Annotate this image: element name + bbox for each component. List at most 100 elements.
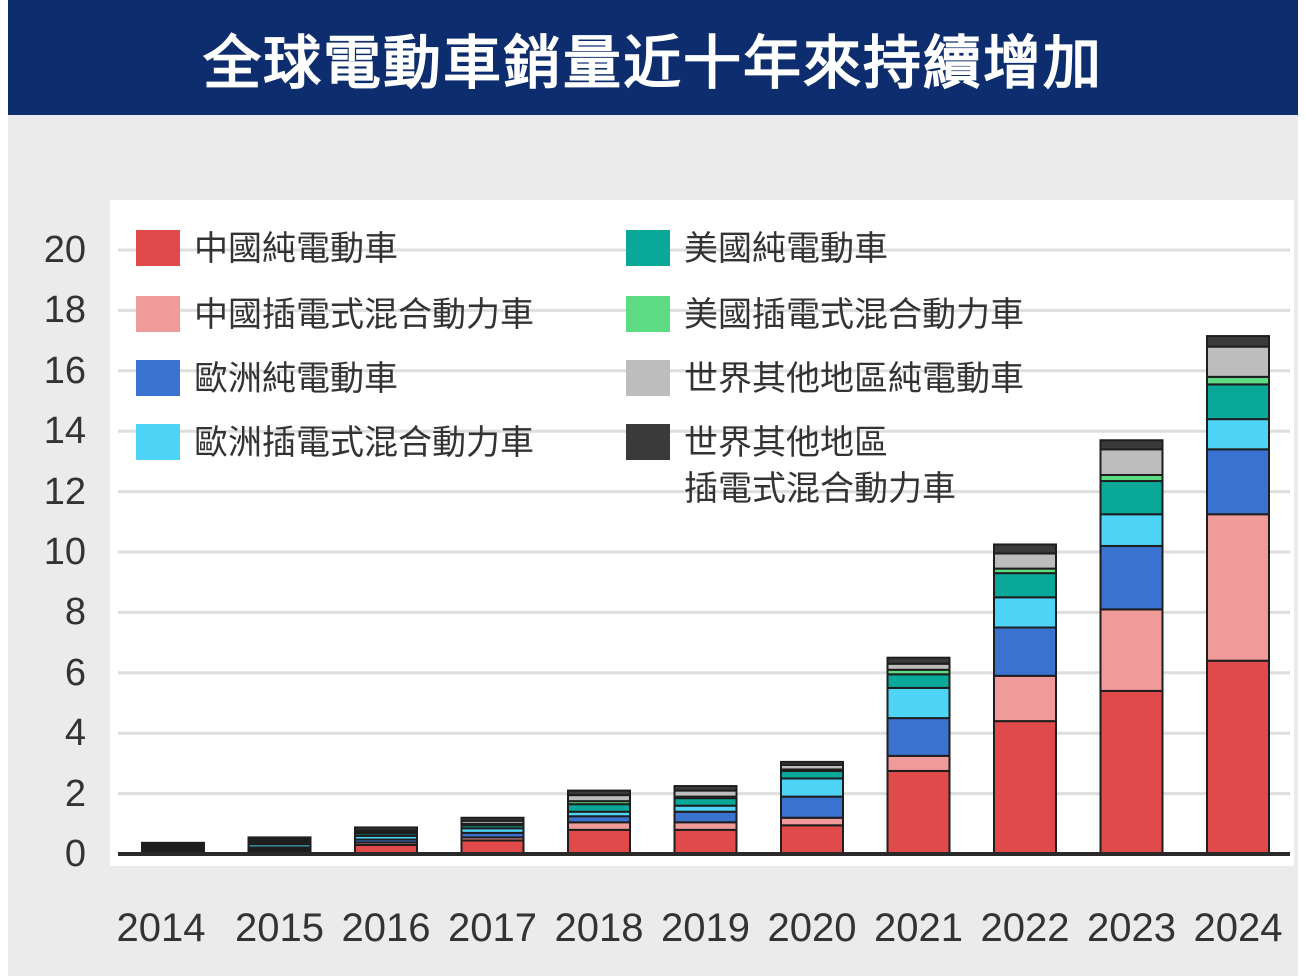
- legend-label: 世界其他地區 插電式混合動力車: [684, 423, 956, 509]
- bar-segment: [780, 777, 844, 798]
- y-tick-label: 4: [64, 712, 86, 755]
- bar-segment: [780, 824, 844, 855]
- y-tick-label: 12: [43, 470, 86, 513]
- bar-segment: [886, 686, 951, 720]
- bar-stack-2023: [1099, 439, 1164, 855]
- bar-segment: [1206, 513, 1270, 662]
- bar-segment: [993, 596, 1057, 629]
- legend-label: 中國純電動車: [194, 229, 398, 269]
- y-tick-label: 2: [64, 772, 86, 815]
- bar-segment: [673, 828, 738, 856]
- legend-item: 中國純電動車: [136, 226, 398, 272]
- bar-stack-2017: [460, 816, 525, 855]
- bar-stack-2020: [780, 760, 844, 855]
- bar-segment: [993, 626, 1057, 677]
- legend-swatch: [626, 296, 670, 332]
- legend-item: 美國純電動車: [626, 226, 888, 272]
- bar-segment: [780, 795, 844, 819]
- x-tick-label: 2020: [767, 906, 857, 950]
- y-tick-label: 8: [64, 591, 86, 634]
- y-tick-label: 10: [43, 531, 86, 573]
- bar-segment: [460, 816, 525, 822]
- x-tick-label: 2017: [448, 906, 537, 950]
- bar-segment: [247, 836, 312, 841]
- legend-swatch: [136, 230, 180, 266]
- bar-segment: [354, 826, 418, 832]
- x-tick-label: 2016: [341, 906, 431, 950]
- legend-label: 歐洲純電動車: [194, 359, 398, 399]
- bar-stack-2016: [354, 826, 418, 856]
- bar-segment: [141, 841, 205, 846]
- bar-segment: [1099, 439, 1164, 451]
- bar-segment: [567, 803, 631, 813]
- legend-item: 美國插電式混合動力車: [626, 292, 1024, 338]
- legend-label: 歐洲插電式混合動力車: [194, 423, 534, 463]
- bar-segment: [993, 720, 1057, 855]
- bar-segment: [993, 543, 1057, 555]
- bar-segment: [780, 760, 844, 766]
- bar-segment: [886, 673, 951, 689]
- bar-segment: [673, 821, 738, 831]
- bar-segment: [1099, 448, 1164, 476]
- legend-swatch: [626, 230, 670, 266]
- bar-segment: [1099, 544, 1164, 611]
- bar-stack-2021: [886, 656, 951, 856]
- bar-segment: [1206, 345, 1270, 378]
- legend-label: 中國插電式混合動力車: [194, 295, 534, 335]
- x-tick-label: 2014: [116, 906, 206, 950]
- bar-segment: [1206, 448, 1270, 516]
- bar-segment: [673, 785, 738, 792]
- legend-label: 世界其他地區純電動車: [684, 359, 1024, 399]
- bar-segment: [673, 810, 738, 824]
- bar-segment: [1206, 335, 1270, 348]
- bar-stack-2024: [1206, 335, 1270, 855]
- bar-segment: [993, 572, 1057, 599]
- bar-segment: [993, 674, 1057, 723]
- y-tick-label: 14: [43, 410, 86, 453]
- bar-segment: [1206, 375, 1270, 386]
- bar-segment: [886, 769, 951, 856]
- y-tick-label: 16: [43, 349, 86, 392]
- legend-label: 美國插電式混合動力車: [684, 295, 1024, 335]
- legend-label: 美國純電動車: [684, 229, 888, 269]
- bar-segment: [1099, 689, 1164, 855]
- legend-item: 歐洲純電動車: [136, 356, 398, 402]
- bar-stack-2019: [673, 785, 738, 856]
- bar-segment: [1206, 418, 1270, 451]
- x-tick-label: 2023: [1087, 906, 1176, 950]
- legend-item: 世界其他地區純電動車: [626, 356, 1024, 402]
- x-tick-label: 2018: [554, 906, 644, 950]
- bar-segment: [1099, 513, 1164, 547]
- bar-segment: [673, 797, 738, 807]
- legend-item: 歐洲插電式混合動力車: [136, 420, 534, 466]
- title-banner: 全球電動車銷量近十年來持續增加: [8, 0, 1298, 115]
- bar-segment: [1099, 608, 1164, 692]
- x-tick-label: 2015: [235, 906, 324, 950]
- legend-swatch: [136, 296, 180, 332]
- y-tick-label: 20: [43, 229, 86, 271]
- bar-segment: [1206, 383, 1270, 421]
- legend-swatch: [626, 360, 670, 396]
- x-tick-label: 2019: [661, 906, 750, 950]
- x-tick-label: 2022: [980, 906, 1070, 950]
- bar-stack-2018: [567, 789, 631, 856]
- bar-segment: [886, 656, 951, 665]
- x-tick-label: 2024: [1193, 906, 1283, 950]
- legend-item: 世界其他地區 插電式混合動力車: [626, 420, 956, 512]
- bar-segment: [567, 789, 631, 797]
- bar-segment: [460, 839, 525, 855]
- bar-segment: [567, 821, 631, 831]
- bar-segment: [567, 828, 631, 856]
- legend-item: 中國插電式混合動力車: [136, 292, 534, 338]
- y-tick-label: 0: [64, 833, 86, 875]
- x-tick-label: 2021: [874, 906, 963, 950]
- bar-segment: [886, 717, 951, 757]
- bar-segment: [780, 816, 844, 827]
- bar-segment: [1206, 659, 1270, 855]
- bar-stack-2015: [247, 836, 312, 855]
- y-tick-label: 6: [64, 651, 86, 694]
- legend-swatch: [626, 424, 670, 460]
- legend-swatch: [136, 424, 180, 460]
- y-tick-label: 18: [43, 289, 86, 332]
